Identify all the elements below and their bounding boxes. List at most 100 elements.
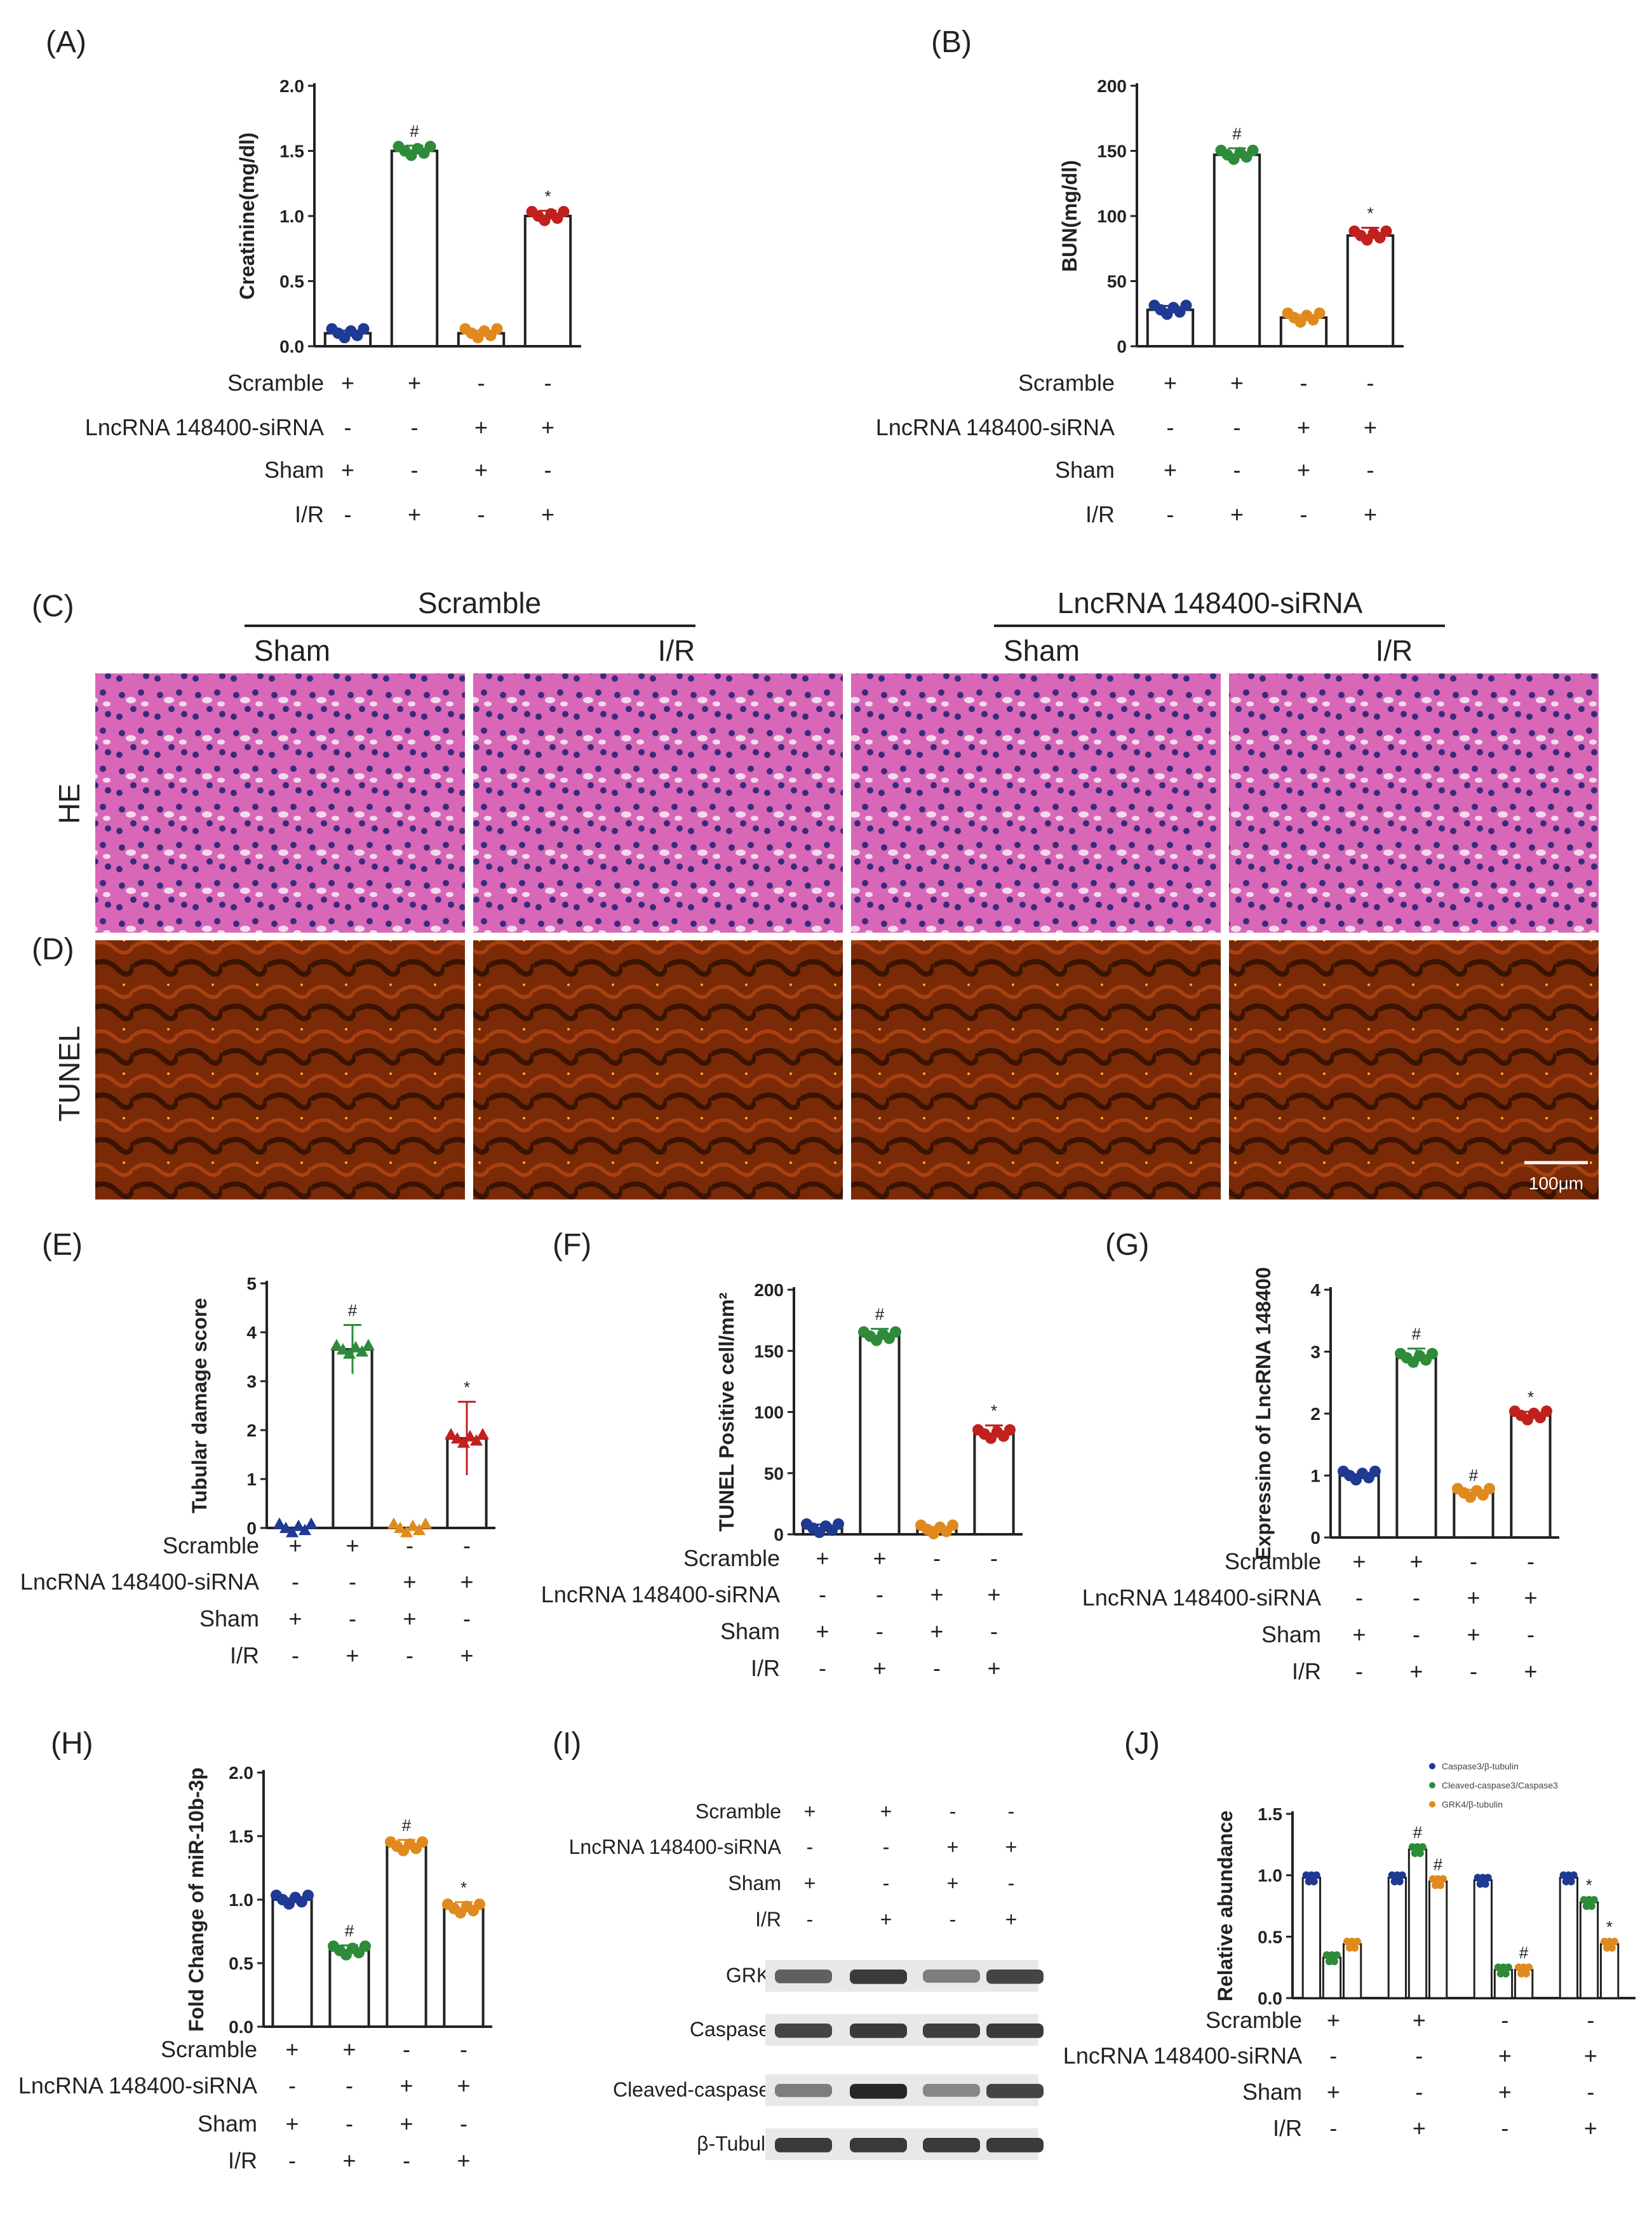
panel-label-c: (C) — [32, 590, 74, 623]
point-E-0-2 — [286, 1525, 299, 1537]
sig-J-g2-s2: # — [1519, 1943, 1529, 1963]
condition-label-A-sham: Sham — [264, 457, 324, 483]
condition-sign-A-sham-3: - — [544, 457, 552, 483]
ytick-label-H-3: 1.5 — [229, 1827, 253, 1846]
chart-B: 0 50 100 150 200 BUN(mg/dl) # * Scramble + + - - LncR… — [876, 76, 1404, 527]
point-H-0-5 — [302, 1889, 314, 1902]
point-J-g0-s2-4 — [1353, 1937, 1361, 1945]
condition-sign-G-sirna-1: - — [1413, 1585, 1420, 1611]
ytick-label-F-1: 50 — [764, 1464, 784, 1483]
panel-label-j: (J) — [1124, 1727, 1160, 1760]
bar-H-1 — [328, 1949, 370, 2028]
condition-sign-A-sham-1: - — [411, 457, 419, 483]
condition-label-J-sirna: LncRNA 148400-siRNA — [1063, 2043, 1302, 2069]
condition-sign-H-scramble-3: - — [460, 2036, 467, 2062]
condition-sign-G-ir-1: + — [1409, 1658, 1423, 1684]
ytick-label-J-0: 0.0 — [1258, 1989, 1282, 2008]
wb-band-1-2 — [923, 2024, 980, 2038]
condition-sign-H-sham-3: - — [460, 2111, 467, 2137]
point-J-g2-s0-4 — [1484, 1874, 1492, 1882]
point-E-1-2 — [343, 1347, 356, 1359]
wb-band-2-0 — [775, 2084, 832, 2097]
wb-condition-label-sham: Sham — [728, 1872, 781, 1895]
bar-J-g3-s1 — [1579, 1901, 1599, 1999]
condition-sign-H-sham-1: - — [346, 2111, 353, 2137]
point-G-2-5 — [1484, 1483, 1495, 1495]
condition-label-G-sirna: LncRNA 148400-siRNA — [1082, 1585, 1321, 1611]
ytick-label-E-1: 1 — [246, 1470, 257, 1489]
condition-sign-J-ir-3: + — [1584, 2115, 1597, 2141]
bar-J-g0-s1 — [1322, 1956, 1342, 1999]
condition-label-J-scramble: Scramble — [1205, 2007, 1302, 2033]
point-E-1-5 — [362, 1339, 375, 1351]
condition-sign-F-sham-3: - — [990, 1618, 998, 1644]
condition-sign-E-sirna-3: + — [460, 1569, 473, 1595]
condition-label-J-ir: I/R — [1273, 2115, 1302, 2141]
condition-sign-B-scramble-0: + — [1164, 370, 1177, 396]
wb-condition-sign-scramble-2: - — [950, 1800, 957, 1823]
condition-label-B-sirna: LncRNA 148400-siRNA — [876, 414, 1115, 440]
col-label-2: I/R — [658, 634, 695, 667]
sig-A-1: # — [410, 121, 419, 140]
bar-G-3 — [1510, 1414, 1552, 1539]
ytick-label-E-2: 2 — [246, 1421, 257, 1440]
point-E-1-0 — [330, 1339, 343, 1351]
point-A-2-5 — [491, 323, 503, 335]
wb-condition-sign-sirna-1: - — [883, 1835, 890, 1858]
bar-G-0 — [1338, 1474, 1380, 1539]
sig-H-2: # — [402, 1816, 412, 1835]
condition-sign-H-ir-2: - — [403, 2147, 410, 2173]
ytick-label-E-3: 3 — [246, 1372, 257, 1391]
condition-sign-H-sirna-0: - — [288, 2072, 296, 2098]
bar-J-g1-s1 — [1407, 1848, 1428, 1999]
condition-sign-G-scramble-3: - — [1527, 1548, 1534, 1574]
condition-label-F-scramble: Scramble — [683, 1545, 780, 1571]
condition-sign-F-scramble-1: + — [873, 1545, 886, 1571]
condition-sign-A-scramble-1: + — [408, 370, 421, 396]
condition-sign-B-sirna-0: - — [1167, 414, 1174, 440]
sig-G-2: # — [1469, 1466, 1479, 1485]
ytick-label-A-0: 0.0 — [279, 337, 304, 356]
condition-label-E-sham: Sham — [199, 1605, 259, 1632]
point-H-2-5 — [417, 1836, 428, 1848]
bar-F-3 — [973, 1433, 1015, 1536]
condition-sign-H-ir-0: - — [288, 2147, 296, 2173]
y-axis-title-B: BUN(mg/dl) — [1058, 160, 1081, 272]
condition-sign-A-ir-0: - — [344, 501, 352, 527]
condition-sign-J-sham-3: - — [1587, 2079, 1594, 2105]
chart-G: 0 1 2 3 4 Expressino of LncRNA 148400 # # * Scram… — [1082, 1267, 1559, 1684]
he-row: HE — [53, 673, 1599, 933]
point-J-g2-s2-4 — [1524, 1963, 1533, 1971]
sig-E-1: # — [348, 1301, 358, 1320]
condition-sign-B-scramble-1: + — [1230, 370, 1244, 396]
point-E-0-3 — [292, 1519, 305, 1531]
condition-sign-A-ir-1: + — [408, 501, 421, 527]
condition-sign-F-scramble-3: - — [990, 1545, 998, 1571]
panel-label-d: (D) — [32, 933, 74, 966]
point-E-3-0 — [445, 1428, 457, 1440]
sig-J-g3-s1: * — [1586, 1875, 1592, 1895]
condition-sign-E-ir-1: + — [346, 1642, 359, 1668]
point-A-3-5 — [558, 206, 570, 218]
condition-sign-B-sham-3: - — [1367, 457, 1374, 483]
ytick-label-F-2: 100 — [754, 1403, 784, 1422]
ytick-label-F-0: 0 — [774, 1525, 784, 1544]
condition-sign-H-scramble-2: - — [403, 2036, 410, 2062]
condition-sign-G-ir-3: + — [1524, 1658, 1537, 1684]
point-E-1-1 — [337, 1342, 349, 1355]
condition-sign-A-scramble-3: - — [544, 370, 552, 396]
condition-sign-G-sham-3: - — [1527, 1621, 1534, 1647]
condition-sign-F-sirna-1: - — [876, 1581, 883, 1607]
condition-label-F-sham: Sham — [720, 1618, 780, 1644]
sig-A-3: * — [544, 187, 551, 206]
condition-sign-E-scramble-0: + — [288, 1532, 302, 1558]
ytick-label-B-0: 0 — [1117, 337, 1127, 356]
sig-F-3: * — [991, 1402, 997, 1421]
condition-label-G-scramble: Scramble — [1225, 1548, 1321, 1574]
condition-sign-G-ir-2: - — [1470, 1658, 1477, 1684]
point-E-2-2 — [400, 1525, 413, 1537]
condition-sign-A-sham-0: + — [341, 457, 354, 483]
condition-sign-F-ir-0: - — [819, 1655, 826, 1681]
condition-sign-J-sham-1: - — [1415, 2079, 1423, 2105]
condition-sign-E-ir-2: - — [406, 1642, 413, 1668]
